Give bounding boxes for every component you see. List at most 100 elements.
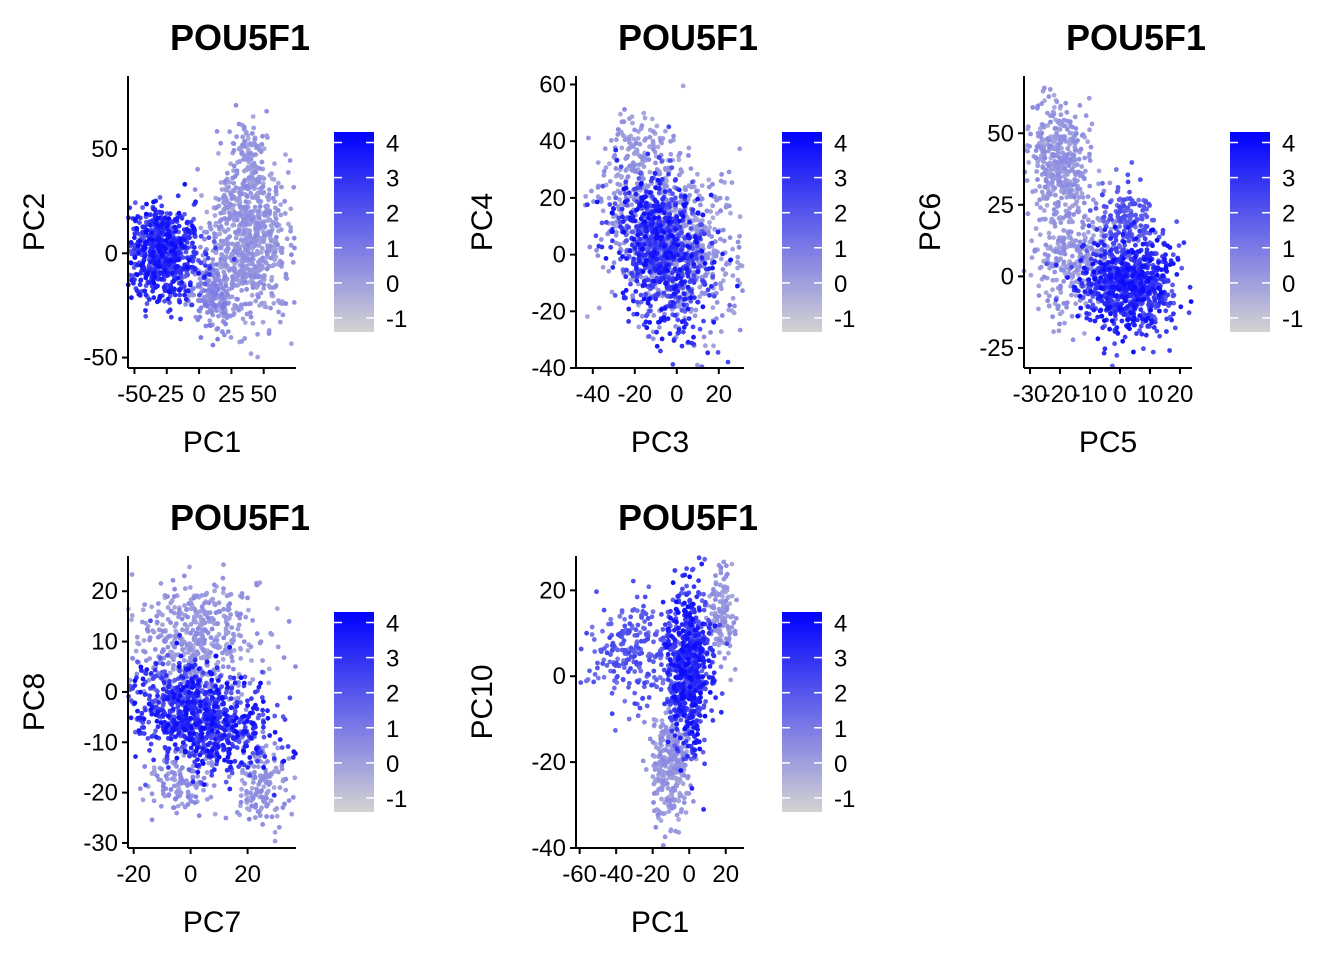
data-point (261, 282, 267, 288)
data-point (247, 228, 253, 234)
data-point (1165, 278, 1171, 284)
data-point (1101, 233, 1107, 239)
data-point (137, 238, 143, 244)
data-point (668, 138, 673, 144)
data-point (667, 331, 673, 337)
data-point (677, 224, 683, 230)
data-point (1052, 126, 1058, 131)
data-point (1090, 219, 1096, 225)
data-point (695, 299, 700, 305)
data-point (1047, 143, 1053, 149)
data-point (1036, 293, 1042, 298)
data-point (627, 163, 633, 169)
data-point (729, 180, 735, 186)
data-point (227, 129, 233, 135)
data-point (217, 231, 223, 237)
data-point (648, 242, 653, 248)
data-point (271, 177, 277, 182)
data-point (218, 245, 224, 251)
y-tick-label: -20 (531, 298, 566, 325)
data-point (1067, 229, 1073, 235)
data-point (1085, 304, 1091, 310)
data-point (168, 314, 174, 320)
data-point (1033, 226, 1039, 231)
data-point (623, 274, 629, 280)
data-point (585, 202, 590, 208)
data-point (1133, 212, 1138, 218)
data-point (708, 192, 714, 198)
data-point (648, 283, 653, 288)
data-point (223, 283, 229, 289)
data-point (1034, 201, 1040, 207)
data-point (156, 259, 161, 265)
data-point (1070, 152, 1076, 158)
data-point (653, 160, 658, 166)
data-point (223, 262, 229, 268)
data-point (218, 282, 224, 287)
data-point (1069, 292, 1074, 298)
data-point (152, 208, 158, 213)
data-point (1146, 298, 1152, 304)
data-point (692, 313, 698, 319)
data-point (198, 233, 204, 239)
data-point (720, 227, 726, 233)
x-tick-label: 0 (192, 381, 205, 408)
data-point (163, 238, 169, 244)
data-point (725, 359, 731, 365)
data-point (243, 199, 249, 205)
data-point (198, 225, 204, 231)
data-point (217, 219, 223, 224)
data-point (728, 257, 733, 263)
data-point (639, 246, 645, 252)
data-point (689, 184, 694, 190)
data-point (261, 232, 267, 238)
data-point (1037, 217, 1042, 223)
data-point (266, 187, 272, 193)
data-point (132, 200, 138, 206)
data-point (207, 318, 213, 323)
data-point (269, 291, 275, 296)
data-point (182, 292, 188, 298)
data-point (639, 313, 645, 319)
data-point (1044, 261, 1050, 267)
data-point (632, 186, 637, 192)
data-point (232, 210, 238, 216)
legend-label: 3 (386, 166, 399, 193)
data-point (1167, 348, 1172, 353)
data-point (626, 225, 632, 230)
data-point (232, 268, 237, 274)
data-point (226, 241, 231, 247)
data-point (737, 233, 742, 239)
data-point (273, 185, 279, 190)
data-point (1113, 246, 1119, 251)
data-point (1127, 189, 1132, 195)
data-point (1065, 275, 1070, 280)
data-point (175, 193, 181, 199)
data-point (644, 313, 649, 319)
data-point (155, 263, 161, 269)
data-point (1056, 200, 1061, 206)
data-point (693, 189, 699, 194)
data-point (663, 250, 669, 256)
data-point (257, 273, 263, 279)
data-point (242, 178, 247, 184)
x-tick-label: -25 (149, 381, 184, 408)
data-point (1081, 175, 1087, 181)
data-point (623, 238, 629, 244)
data-point (291, 184, 297, 190)
data-point (653, 235, 659, 241)
data-point (600, 208, 606, 214)
data-point (185, 272, 191, 278)
data-point (651, 249, 657, 255)
data-point (232, 282, 238, 288)
data-point (223, 321, 229, 327)
data-point (707, 292, 712, 298)
data-point (646, 215, 651, 221)
data-point (711, 319, 717, 325)
points (1021, 85, 1194, 369)
data-point (635, 232, 641, 238)
data-point (182, 211, 187, 217)
data-point (643, 252, 648, 258)
data-point (1053, 297, 1059, 303)
data-point (710, 181, 715, 187)
